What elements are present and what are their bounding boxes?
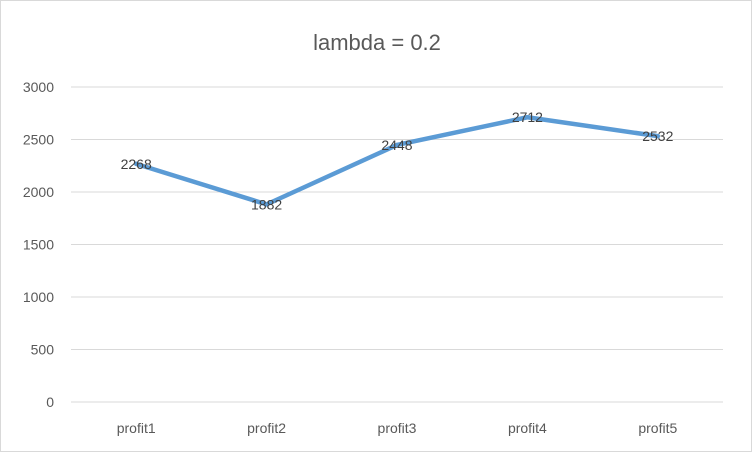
x-tick-label: profit2 xyxy=(247,420,286,436)
y-tick-label: 500 xyxy=(31,342,55,358)
data-labels: 2268 1882 2448 2712 2532 xyxy=(121,109,674,212)
x-tick-label: profit5 xyxy=(638,420,677,436)
data-label: 2532 xyxy=(642,128,673,144)
data-label: 2712 xyxy=(512,109,543,125)
data-point xyxy=(525,115,530,120)
x-axis-tick-labels: profit1 profit2 profit3 profit4 profit5 xyxy=(117,420,678,436)
data-point xyxy=(655,133,660,139)
series-lines xyxy=(133,114,661,207)
y-axis-tick-labels: 0 500 1000 1500 2000 2500 3000 xyxy=(23,79,54,410)
y-tick-label: 1000 xyxy=(23,289,54,305)
data-label: 1882 xyxy=(251,196,282,212)
y-tick-label: 0 xyxy=(46,394,54,410)
data-label: 2268 xyxy=(121,156,152,172)
data-point xyxy=(264,202,269,207)
data-point xyxy=(394,142,400,148)
y-tick-label: 1500 xyxy=(23,237,54,253)
y-tick-label: 2500 xyxy=(23,132,54,148)
x-tick-label: profit1 xyxy=(117,420,156,436)
gridlines xyxy=(71,86,723,403)
x-tick-label: profit3 xyxy=(378,420,417,436)
chart-title: lambda = 0.2 xyxy=(313,30,441,55)
y-tick-label: 3000 xyxy=(23,79,54,95)
series-line xyxy=(133,114,661,207)
y-tick-label: 2000 xyxy=(23,184,54,200)
data-point xyxy=(134,161,139,167)
x-tick-label: profit4 xyxy=(508,420,547,436)
data-label: 2448 xyxy=(381,137,412,153)
